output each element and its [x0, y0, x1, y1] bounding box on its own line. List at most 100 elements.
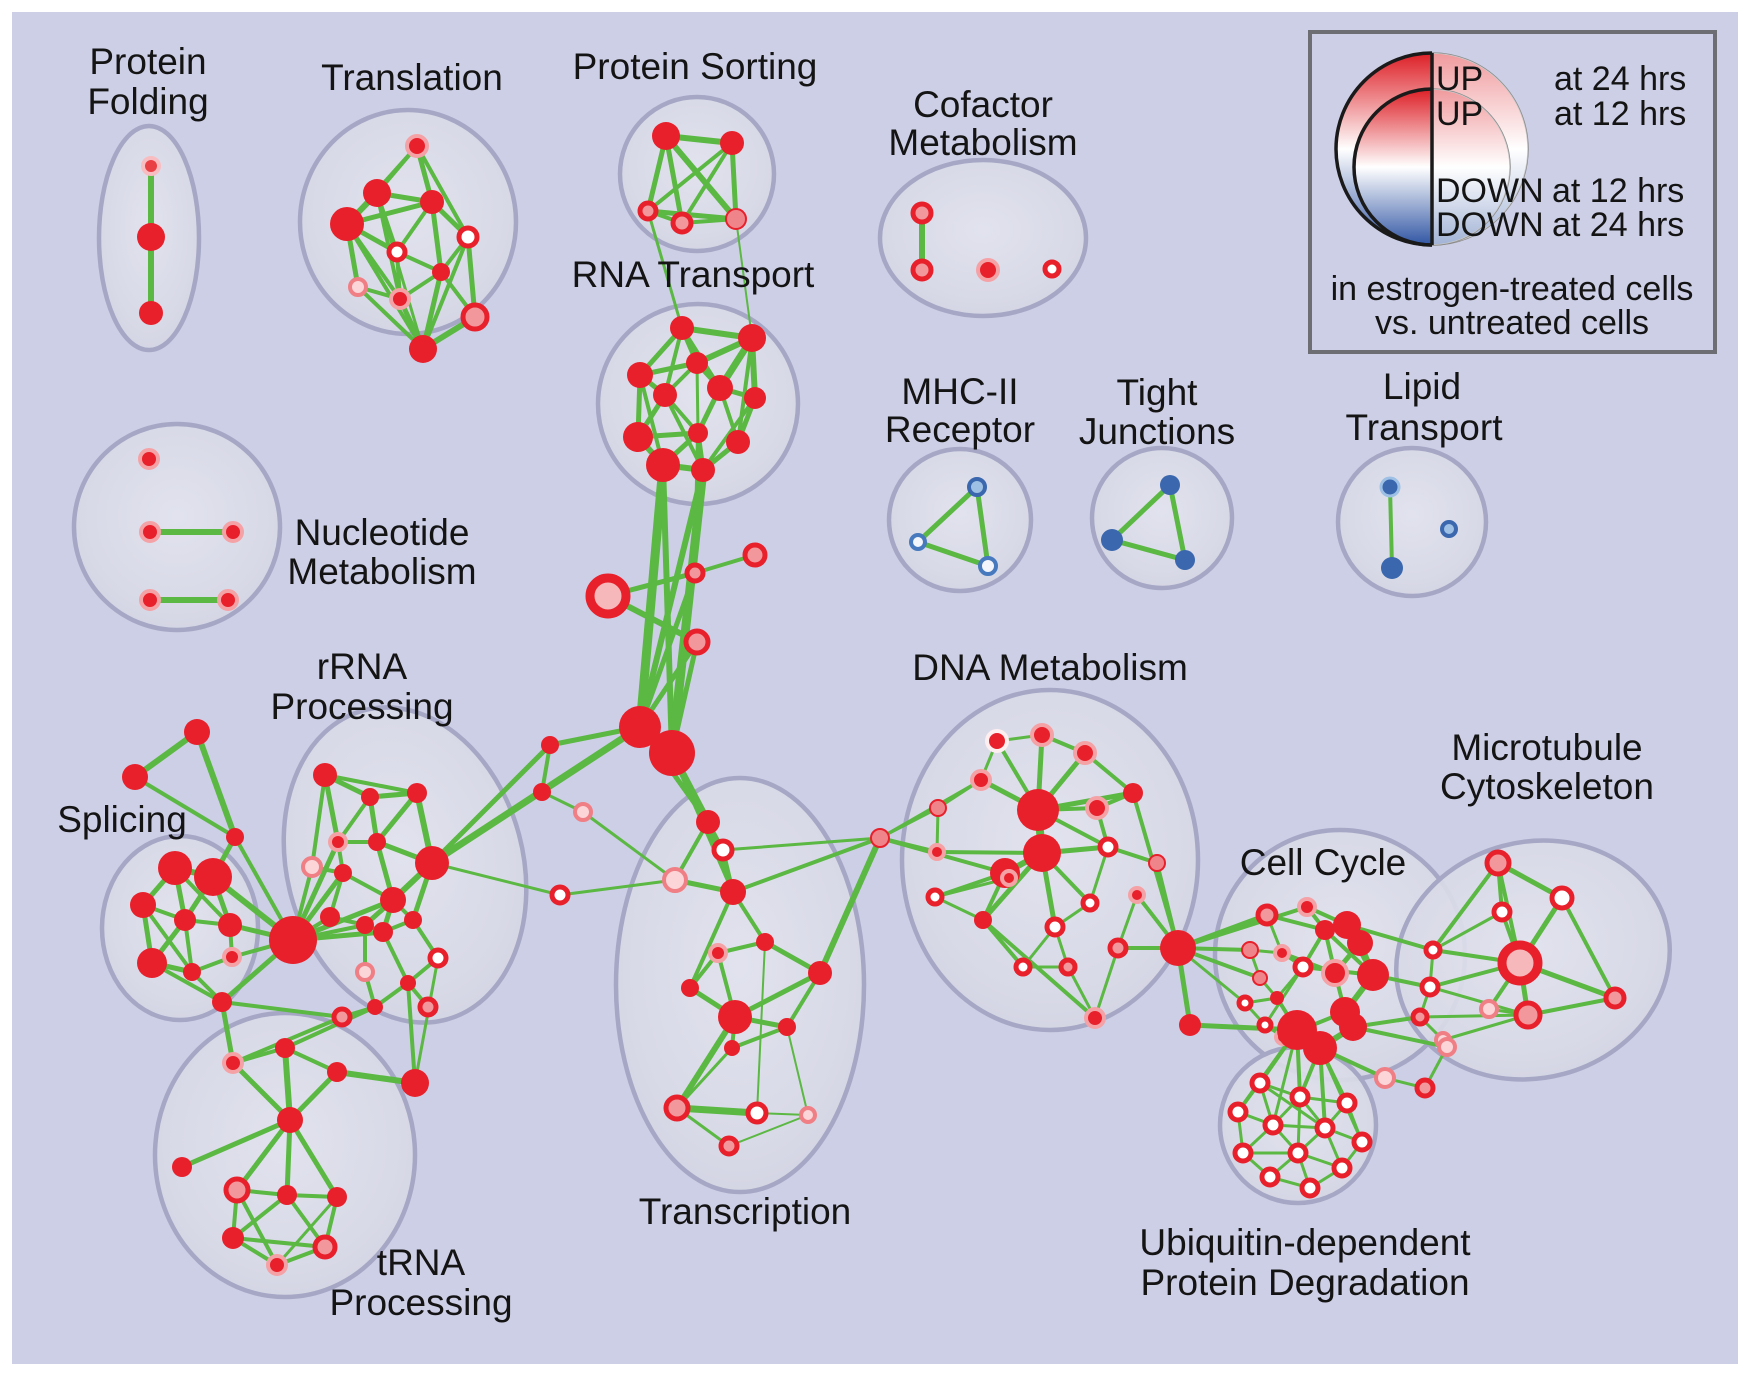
- network-node: [1497, 940, 1543, 986]
- network-node: [970, 769, 992, 791]
- network-edge: [731, 836, 882, 894]
- network-node: [172, 1157, 192, 1177]
- network-node: [1000, 869, 1018, 887]
- legend-footer-text: vs. untreated cells: [1375, 304, 1649, 342]
- network-edge: [1351, 1025, 1449, 1049]
- network-edge: [133, 775, 237, 839]
- network-node: [928, 843, 946, 861]
- network-node: [312, 1234, 338, 1260]
- cluster-label-mhc-ii-receptor: MHC-II: [901, 371, 1018, 412]
- network-node: [646, 448, 680, 482]
- network-edge: [356, 285, 425, 351]
- legend-inner-right-fade: [1432, 89, 1510, 245]
- network-node: [275, 1038, 295, 1058]
- network-node: [726, 430, 750, 454]
- network-node: [707, 375, 733, 401]
- legend-row-time: at 12 hrs: [1554, 95, 1686, 133]
- network-node: [1440, 520, 1458, 538]
- network-edge: [736, 336, 754, 444]
- network-node: [331, 1006, 353, 1028]
- network-node: [910, 201, 934, 225]
- network-node: [1374, 1067, 1396, 1089]
- network-edge: [675, 1046, 734, 1110]
- network-node: [688, 423, 708, 443]
- network-edge: [1109, 537, 1188, 563]
- network-edge: [663, 133, 739, 222]
- network-node: [222, 1052, 244, 1074]
- network-node: [137, 223, 165, 251]
- network-node: [909, 533, 927, 551]
- network-node: [1292, 956, 1314, 978]
- network-edge: [645, 208, 739, 222]
- network-node: [1023, 834, 1061, 872]
- network-node: [1299, 1177, 1321, 1199]
- network-node: [404, 911, 422, 929]
- network-node: [1289, 1086, 1311, 1108]
- network-edge: [1345, 923, 1435, 952]
- network-edge: [974, 484, 991, 569]
- network-node: [139, 589, 161, 611]
- network-node: [1479, 999, 1499, 1019]
- network-node: [330, 207, 364, 241]
- network-node: [1255, 903, 1279, 927]
- legend-row-direction: DOWN: [1436, 172, 1544, 210]
- network-node: [1287, 1142, 1309, 1164]
- network-edge: [817, 835, 883, 976]
- cluster-label-mhc-ii-receptor: Receptor: [885, 409, 1035, 450]
- network-node: [1321, 959, 1349, 987]
- cluster-label-nucleotide-metabolism: Metabolism: [287, 551, 476, 592]
- network-edge: [635, 460, 668, 732]
- cluster-label-tight-junctions: Junctions: [1079, 411, 1235, 452]
- network-edge: [730, 1025, 789, 1050]
- network-edge: [674, 1014, 738, 1111]
- network-node: [1107, 937, 1129, 959]
- network-edge: [1388, 485, 1394, 570]
- network-edge: [915, 484, 980, 545]
- cluster-label-nucleotide-metabolism: Nucleotide: [295, 512, 470, 553]
- cluster-label-microtubule-cytoskeleton: Microtubule: [1451, 727, 1642, 768]
- network-node: [320, 907, 340, 927]
- network-node: [738, 324, 766, 352]
- network-node: [1437, 1037, 1457, 1057]
- network-node: [925, 887, 945, 907]
- network-node: [1084, 1007, 1106, 1029]
- network-node: [1336, 1092, 1358, 1114]
- network-node: [1179, 1014, 1201, 1036]
- network-edge: [421, 235, 470, 351]
- network-node: [1148, 854, 1166, 872]
- network-edge: [1431, 861, 1500, 952]
- network-node: [744, 387, 766, 409]
- network-node: [373, 922, 393, 942]
- network-edge: [1526, 996, 1617, 1017]
- cluster-label-protein-folding: Protein: [89, 41, 206, 82]
- cluster-label-lipid-transport: Lipid: [1383, 366, 1461, 407]
- network-node: [985, 729, 1009, 753]
- network-node: [696, 810, 720, 834]
- network-node: [1256, 1016, 1274, 1034]
- cluster-nucleotide-metabolism: [71, 421, 283, 633]
- network-node: [1236, 994, 1254, 1012]
- cluster-transcription: [613, 775, 867, 1195]
- network-node: [549, 884, 571, 906]
- network-node: [808, 961, 832, 985]
- network-node: [1315, 920, 1335, 940]
- network-node: [870, 828, 890, 848]
- network-node: [277, 1107, 303, 1133]
- cluster-label-cofactor-metabolism: Cofactor: [913, 84, 1053, 125]
- network-node: [218, 913, 242, 937]
- network-node: [724, 1040, 740, 1056]
- network-node: [725, 208, 747, 230]
- network-edge: [667, 465, 708, 758]
- network-node: [1339, 1013, 1367, 1041]
- cluster-mhc-ii-receptor: [886, 446, 1034, 594]
- network-node: [1097, 836, 1119, 858]
- network-node: [1419, 976, 1441, 998]
- network-edge: [323, 773, 419, 795]
- network-node: [967, 477, 987, 497]
- legend-inner-left-arc: [1352, 87, 1433, 247]
- network-node: [637, 200, 659, 222]
- network-node: [407, 783, 427, 803]
- network-node: [334, 864, 352, 882]
- network-node: [663, 1094, 691, 1122]
